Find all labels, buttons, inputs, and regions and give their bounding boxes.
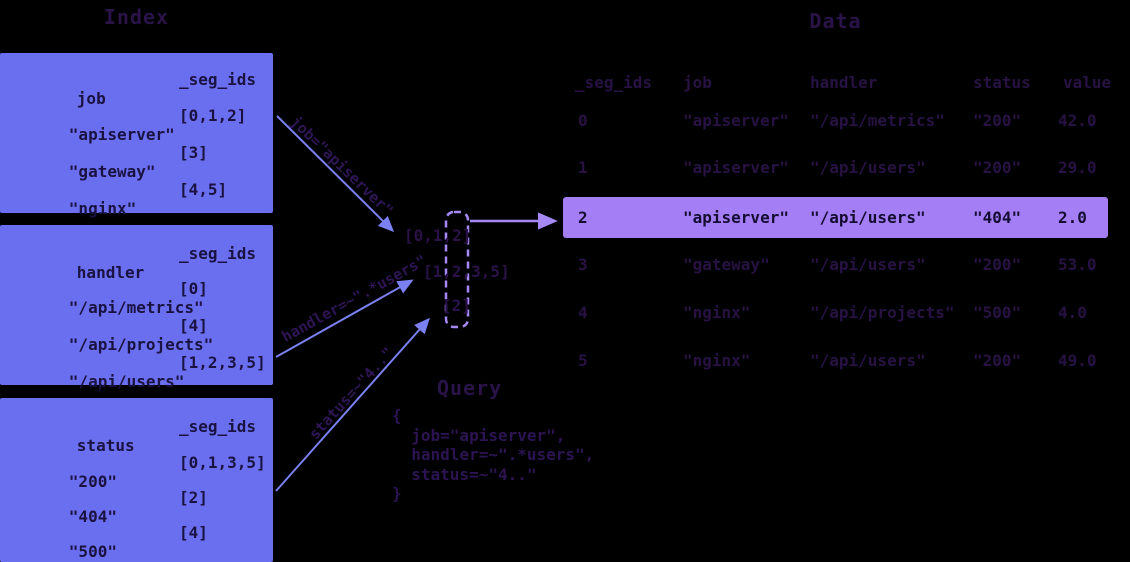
- table-row-highlighted: 2 "apiserver" "/api/users" "404" 2.0: [563, 208, 1130, 227]
- highlighted-row-background: [563, 197, 1108, 238]
- index-row: "404" [2]: [11, 488, 267, 526]
- index-section-title: Index: [103, 5, 170, 29]
- data-section-title: Data: [809, 9, 862, 33]
- cell-status: "200": [973, 111, 1022, 130]
- field-column-header: status: [76, 436, 135, 455]
- status-filter-label: status=~"4..": [305, 343, 398, 444]
- index-seg-ids: [0]: [179, 279, 208, 298]
- index-seg-ids: [0,1,3,5]: [179, 453, 266, 472]
- index-key: "apiserver": [68, 125, 175, 144]
- index-row: "nginx" [4,5]: [11, 180, 267, 218]
- index-row: "/api/projects" [4]: [11, 316, 267, 354]
- cell-handler: "/api/metrics": [810, 111, 945, 130]
- index-seg-ids: [4]: [179, 316, 208, 335]
- index-key: "nginx": [68, 199, 137, 218]
- field-column-header: job: [76, 89, 106, 108]
- cell-value: 42.0: [1058, 111, 1097, 130]
- table-row: 5 "nginx" "/api/users" "200" 49.0: [563, 351, 1130, 370]
- seg-list-handler-result: [1,2,3,5]: [423, 262, 510, 281]
- index-table-job: job _seg_ids "apiserver" [0,1,2] "gatewa…: [0, 53, 273, 218]
- cell-job: "apiserver": [683, 208, 789, 227]
- cell-seg-id: 0: [578, 111, 588, 130]
- index-key: "/api/users": [68, 372, 185, 391]
- table-row: 0 "apiserver" "/api/metrics" "200" 42.0: [563, 111, 1130, 130]
- index-key: "/api/metrics": [68, 298, 204, 317]
- column-header-job: job: [683, 73, 712, 92]
- query-code-block: { job="apiserver", handler=~".*users", s…: [392, 406, 595, 503]
- index-key: "/api/projects": [68, 335, 214, 354]
- job-filter-label: job="apiserver": [286, 112, 397, 220]
- index-table-status: status _seg_ids "200" [0,1,3,5] "404" [2…: [0, 398, 273, 562]
- index-row: "apiserver" [0,1,2]: [11, 106, 267, 144]
- index-row: "/api/users" [1,2,3,5]: [11, 353, 267, 391]
- cell-value: 53.0: [1058, 255, 1097, 274]
- index-row: "/api/metrics" [0]: [11, 279, 267, 317]
- cell-value: 2.0: [1058, 208, 1087, 227]
- table-row: 3 "gateway" "/api/users" "200" 53.0: [563, 255, 1130, 274]
- seg-ids-column-header: _seg_ids: [179, 417, 257, 436]
- index-key: "404": [68, 507, 117, 526]
- index-table-header: handler _seg_ids: [11, 244, 267, 282]
- cell-handler: "/api/projects": [810, 303, 955, 322]
- query-section-title: Query: [437, 376, 503, 400]
- handler-filter-label: handler=~".*users": [278, 251, 430, 346]
- index-seg-ids: [4,5]: [179, 180, 228, 199]
- index-table-header: job _seg_ids: [11, 70, 267, 108]
- index-key: "500": [68, 542, 117, 561]
- seg-list-status-result: [2]: [442, 296, 471, 315]
- cell-status: "500": [973, 303, 1022, 322]
- field-column-header: handler: [76, 263, 145, 282]
- index-key: "200": [68, 472, 117, 491]
- cell-seg-id: 5: [578, 351, 588, 370]
- index-key: "gateway": [68, 162, 156, 181]
- cell-seg-id: 4: [578, 303, 588, 322]
- cell-status: "200": [973, 351, 1022, 370]
- cell-value: 49.0: [1058, 351, 1097, 370]
- cell-handler: "/api/users": [810, 351, 926, 370]
- column-header-value: value: [1063, 73, 1112, 92]
- seg-list-job-result: [0,1,2]: [404, 226, 472, 245]
- data-table-header-row: _seg_ids job handler status value: [563, 73, 1130, 92]
- cell-value: 29.0: [1058, 158, 1097, 177]
- cell-job: "gateway": [683, 255, 770, 274]
- column-header-seg-ids: _seg_ids: [575, 73, 653, 92]
- index-seg-ids: [4]: [179, 523, 208, 542]
- cell-handler: "/api/users": [810, 255, 926, 274]
- cell-seg-id: 1: [578, 158, 588, 177]
- seg-ids-column-header: _seg_ids: [179, 244, 257, 263]
- table-row: 1 "apiserver" "/api/users" "200" 29.0: [563, 158, 1130, 177]
- seg-ids-column-header: _seg_ids: [179, 70, 257, 89]
- index-seg-ids: [0,1,2]: [179, 106, 247, 125]
- cell-job: "apiserver": [683, 158, 789, 177]
- cell-handler: "/api/users": [810, 158, 926, 177]
- cell-seg-id: 3: [578, 255, 588, 274]
- cell-handler: "/api/users": [810, 208, 926, 227]
- index-row: "200" [0,1,3,5]: [11, 453, 267, 491]
- table-row: 4 "nginx" "/api/projects" "500" 4.0: [563, 303, 1130, 322]
- cell-job: "apiserver": [683, 111, 789, 130]
- cell-job: "nginx": [683, 351, 751, 370]
- index-row: "500" [4]: [11, 523, 267, 561]
- index-table-header: status _seg_ids: [11, 417, 267, 455]
- index-table-handler: handler _seg_ids "/api/metrics" [0] "/ap…: [0, 225, 273, 391]
- cell-seg-id: 2: [578, 208, 588, 227]
- data-table: _seg_ids job handler status value 0 "api…: [563, 0, 1130, 395]
- cell-status: "404": [973, 208, 1022, 227]
- index-seg-ids: [3]: [179, 143, 208, 162]
- index-row: "gateway" [3]: [11, 143, 267, 181]
- cell-status: "200": [973, 158, 1022, 177]
- cell-job: "nginx": [683, 303, 751, 322]
- cell-status: "200": [973, 255, 1022, 274]
- cell-value: 4.0: [1058, 303, 1087, 322]
- index-seg-ids: [1,2,3,5]: [179, 353, 266, 372]
- index-seg-ids: [2]: [179, 488, 208, 507]
- column-header-status: status: [973, 73, 1031, 92]
- column-header-handler: handler: [810, 73, 878, 92]
